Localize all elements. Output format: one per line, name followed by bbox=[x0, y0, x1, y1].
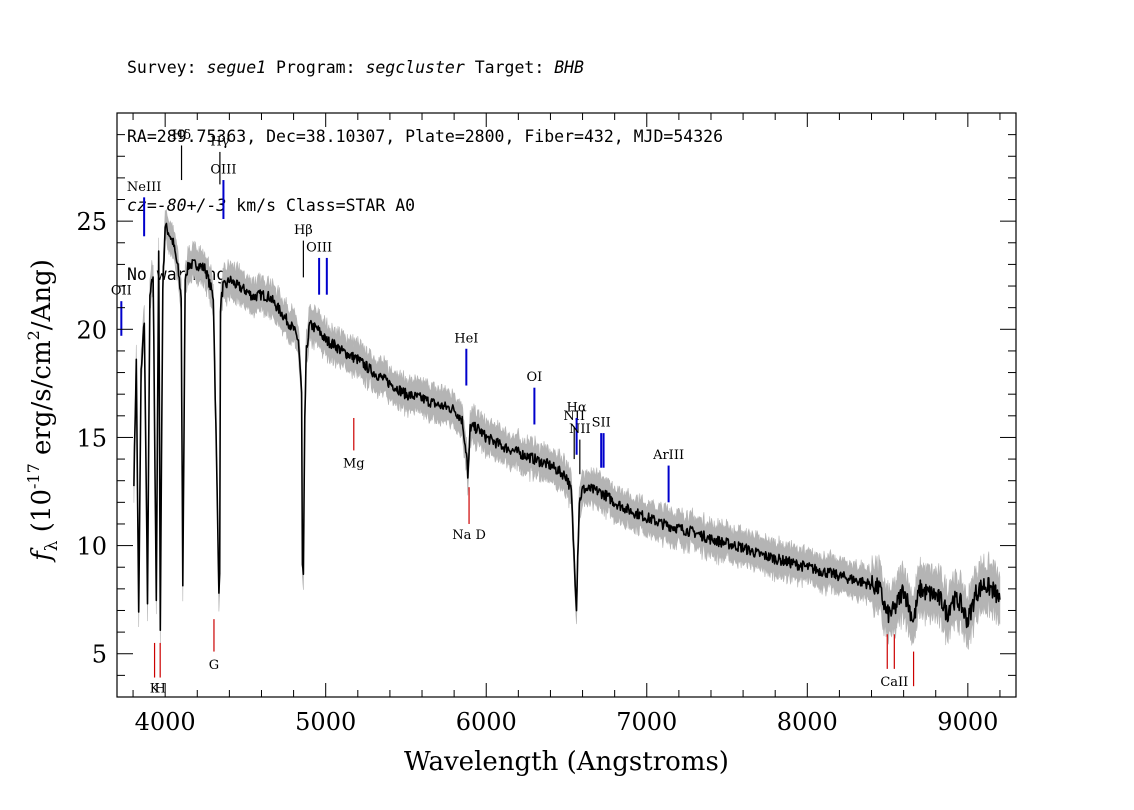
marker-label-10: NII bbox=[563, 409, 585, 424]
header-line-coords: RA=289.75363, Dec=38.10307, Plate=2800, … bbox=[127, 127, 724, 146]
cz-value: -80+/-3 bbox=[156, 196, 227, 215]
survey-value: segue1 bbox=[206, 58, 267, 77]
y-axis-ticks: 5 10 15 20 25 bbox=[76, 112, 1016, 698]
y-title-unit3: /Ang) bbox=[27, 259, 57, 330]
marker-label-2: Hδ bbox=[172, 128, 191, 143]
x-tick-label: 4000 bbox=[135, 708, 196, 736]
marker-label-4: OIII bbox=[210, 163, 236, 178]
y-tick-label: 10 bbox=[76, 533, 107, 561]
x-tick-label: 8000 bbox=[777, 708, 838, 736]
header-line-survey: Survey: segue1 Program: segcluster Targe… bbox=[127, 56, 723, 79]
marker-label-20: Na D bbox=[452, 528, 486, 543]
marker-label-8: HeI bbox=[454, 331, 478, 346]
program-label: Program: bbox=[266, 58, 366, 77]
marker-label-5: Hβ bbox=[294, 223, 313, 238]
marker-label-16: Mg bbox=[343, 457, 365, 472]
y-title-exp2: 2 bbox=[24, 330, 43, 340]
error-band bbox=[133, 209, 1001, 650]
y-tick-label: 20 bbox=[76, 316, 107, 344]
y-tick-label: 15 bbox=[76, 424, 107, 452]
marker-label-0: OII bbox=[111, 284, 132, 299]
marker-label-9: OI bbox=[526, 370, 542, 385]
survey-label: Survey: bbox=[127, 58, 207, 77]
marker-label-1: NeIII bbox=[127, 180, 161, 195]
target-label: Target: bbox=[464, 58, 555, 77]
x-axis-title: Wavelength (Angstroms) bbox=[404, 747, 729, 777]
marker-label-19: H bbox=[155, 682, 166, 697]
marker-label-15: ArIII bbox=[652, 448, 684, 463]
plot-frame bbox=[116, 112, 1017, 698]
header-line-class: cz=-80+/-3 km/s Class=STAR A0 bbox=[127, 194, 723, 217]
y-title-unit2: erg/s/cm bbox=[27, 340, 57, 463]
y-tick-label: 25 bbox=[76, 208, 107, 236]
y-title-sub: λ bbox=[42, 540, 62, 551]
class-text: km/s Class=STAR A0 bbox=[226, 196, 416, 215]
marker-label-6: OIII bbox=[306, 240, 332, 255]
x-tick-label: 9000 bbox=[937, 708, 998, 736]
cz-label: cz= bbox=[127, 196, 157, 215]
program-value: segcluster bbox=[365, 58, 465, 77]
marker-label-17: G bbox=[209, 658, 219, 673]
marker-label-18: K bbox=[150, 682, 160, 697]
marker-label-13: SII bbox=[592, 416, 611, 431]
y-title-exp: -17 bbox=[24, 463, 43, 489]
x-axis-ticks: 4000 5000 6000 7000 8000 9000 bbox=[132, 113, 1001, 736]
x-tick-label: 5000 bbox=[295, 708, 356, 736]
y-tick-label: 5 bbox=[92, 641, 107, 669]
spectrum-series bbox=[133, 222, 1001, 631]
x-tick-label: 6000 bbox=[456, 708, 517, 736]
spectrum-line bbox=[133, 222, 1001, 631]
target-value: BHB bbox=[554, 58, 584, 77]
plot-header: Survey: segue1 Program: segcluster Targe… bbox=[127, 10, 723, 309]
marker-label-22: CaII bbox=[880, 675, 908, 690]
marker-label-12: NII bbox=[569, 422, 591, 437]
y-axis-title: fλ (10-17 erg/s/cm2/Ang) bbox=[24, 259, 62, 563]
marker-label-11: Hα bbox=[567, 400, 587, 415]
x-tick-label: 7000 bbox=[616, 708, 677, 736]
error-band-area bbox=[133, 209, 1001, 650]
y-title-unit: (10 bbox=[27, 489, 57, 541]
marker-label-3: Hγ bbox=[210, 134, 229, 149]
